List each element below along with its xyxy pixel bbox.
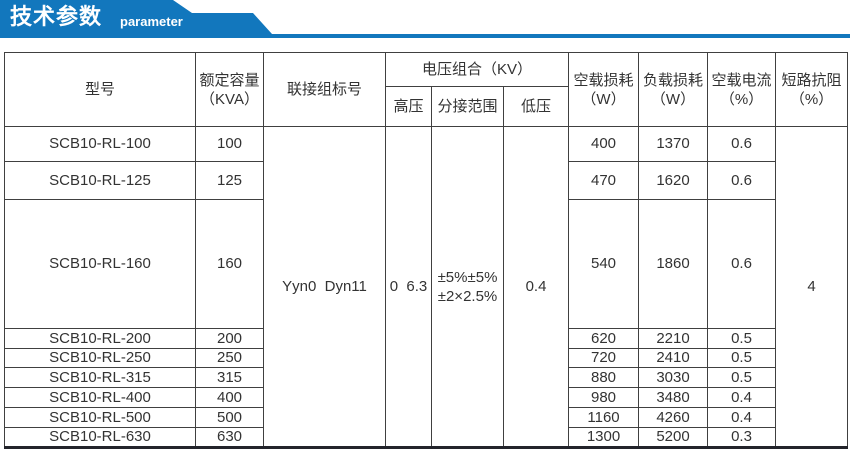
header-tap-range: 分接范围 (431, 86, 504, 127)
header-capacity-line1: 额定容量 (199, 71, 260, 89)
header-model: 型号 (4, 52, 196, 127)
cell-no-load-loss: 720 (568, 348, 640, 368)
cell-no-load-current: 0.5 (707, 367, 777, 388)
header-no-load-loss: 空载损耗 （W） (568, 52, 640, 127)
cell-no-load-current: 0.4 (707, 407, 777, 428)
cell-tap-range-line2: ±2×2.5% (437, 287, 498, 305)
cell-model: SCB10-RL-400 (4, 387, 196, 408)
cell-load-loss: 2410 (638, 348, 709, 368)
cell-model: SCB10-RL-630 (4, 427, 196, 448)
header-high-voltage: 高压 (385, 86, 432, 127)
header-connection-group: 联接组标号 (263, 52, 386, 127)
cell-high-voltage-merged: 0 6.3 (385, 126, 432, 448)
cell-model: SCB10-RL-160 (4, 199, 196, 329)
cell-model: SCB10-RL-500 (4, 407, 196, 428)
cell-load-loss: 4260 (638, 407, 709, 428)
cell-no-load-loss: 980 (568, 387, 640, 408)
header-impedance-line2: （%） (789, 90, 834, 108)
cell-capacity: 160 (195, 199, 264, 329)
cell-tap-range-merged: ±5%±5% ±2×2.5% (431, 126, 504, 448)
cell-capacity: 125 (195, 161, 264, 200)
header-capacity: 额定容量 （KVA） (195, 52, 264, 127)
cell-no-load-current: 0.6 (707, 126, 777, 162)
header-impedance-line1: 短路抗阻 (781, 71, 842, 89)
header-no-load-loss-line1: 空载损耗 (573, 71, 634, 89)
cell-load-loss: 3030 (638, 367, 709, 388)
header-voltage-combination: 电压组合（KV） (384, 52, 570, 87)
cell-model: SCB10-RL-315 (4, 367, 196, 388)
cell-capacity: 200 (195, 328, 264, 349)
cell-no-load-loss: 620 (568, 328, 640, 349)
header-capacity-line2: （KVA） (200, 90, 259, 108)
cell-load-loss: 3480 (638, 387, 709, 408)
cell-load-loss: 2210 (638, 328, 709, 349)
cell-no-load-loss: 540 (568, 199, 640, 329)
cell-capacity: 100 (195, 126, 264, 162)
cell-low-voltage-merged: 0.4 (502, 126, 570, 448)
cell-load-loss: 1620 (638, 161, 709, 200)
cell-no-load-current: 0.6 (707, 161, 777, 200)
cell-capacity: 315 (195, 367, 264, 388)
cell-load-loss: 1370 (638, 126, 709, 162)
cell-model: SCB10-RL-250 (4, 348, 196, 368)
cell-no-load-loss: 1300 (568, 427, 640, 448)
parameters-table: 型号 额定容量 （KVA） 联接组标号 电压组合（KV） 空载损耗 （W） 负载… (4, 52, 849, 449)
cell-no-load-loss: 400 (568, 126, 640, 162)
header-load-loss-line1: 负载损耗 (643, 71, 704, 89)
cell-model: SCB10-RL-125 (4, 161, 196, 200)
cell-impedance-merged: 4 (775, 126, 849, 448)
cell-no-load-loss: 1160 (568, 407, 640, 428)
page-subtitle: parameter (120, 14, 183, 29)
cell-load-loss: 5200 (638, 427, 709, 448)
section-banner: 技术参数 parameter (0, 0, 850, 38)
header-no-load-current: 空载电流 （%） (707, 52, 777, 127)
cell-load-loss: 1860 (638, 199, 709, 329)
cell-no-load-current: 0.5 (707, 348, 777, 368)
cell-no-load-current: 0.4 (707, 387, 777, 408)
cell-no-load-current: 0.3 (707, 427, 777, 448)
header-low-voltage: 低压 (502, 86, 570, 127)
header-no-load-current-line1: 空载电流 (711, 71, 772, 89)
cell-no-load-current: 0.5 (707, 328, 777, 349)
page-title: 技术参数 (10, 4, 103, 29)
cell-model: SCB10-RL-200 (4, 328, 196, 349)
header-load-loss-line2: （W） (650, 90, 696, 108)
cell-capacity: 250 (195, 348, 264, 368)
header-no-load-current-line2: （%） (719, 90, 764, 108)
cell-model: SCB10-RL-100 (4, 126, 196, 162)
cell-tap-range-line1: ±5%±5% (437, 268, 498, 286)
header-load-loss: 负载损耗 （W） (638, 52, 709, 127)
cell-no-load-current: 0.6 (707, 199, 777, 329)
cell-no-load-loss: 880 (568, 367, 640, 388)
cell-capacity: 630 (195, 427, 264, 448)
header-impedance: 短路抗阻 （%） (775, 52, 849, 127)
cell-capacity: 500 (195, 407, 264, 428)
cell-capacity: 400 (195, 387, 264, 408)
cell-no-load-loss: 470 (568, 161, 640, 200)
cell-connection-group-merged: Yyn0 Dyn11 (263, 126, 386, 448)
header-no-load-loss-line2: （W） (581, 90, 626, 108)
